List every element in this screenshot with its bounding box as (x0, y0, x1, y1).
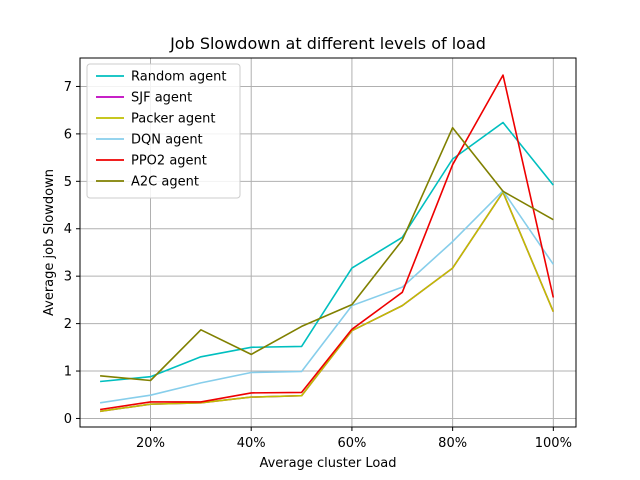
ticks: 20% 40% 60% 80% 100% 0 1 2 3 4 5 6 7 (64, 80, 572, 451)
x-tick-label: 20% (136, 436, 165, 451)
y-tick-label: 1 (64, 365, 72, 380)
series-line-a2c-agent (100, 126, 554, 382)
series-lines (99, 74, 555, 413)
legend-label-random-agent: Random agent (131, 70, 227, 85)
y-tick-label: 7 (64, 80, 72, 95)
legend-label-ppo2-agent: PPO2 agent (131, 154, 207, 169)
series-line-random-agent (100, 121, 554, 383)
legend-label-sjf-agent: SJF agent (131, 91, 192, 106)
y-axis-label: Average job Slowdown (42, 169, 57, 316)
legend: Random agent SJF agent Packer agent DQN age… (86, 63, 241, 199)
x-tick-label: 80% (438, 436, 467, 451)
x-tick-label: 100% (535, 436, 572, 451)
y-tick-label: 5 (64, 175, 72, 190)
plot-frame (79, 57, 577, 428)
y-tick-label: 4 (64, 222, 72, 237)
x-axis-label: Average cluster Load (259, 456, 396, 471)
series-line-dqn-agent (99, 190, 554, 404)
y-tick-label: 3 (64, 270, 72, 285)
y-tick-label: 6 (64, 127, 72, 142)
series-line-ppo2-agent (99, 74, 555, 411)
legend-label-dqn-agent: DQN agent (131, 133, 203, 148)
x-tick-label: 40% (237, 436, 266, 451)
legend-box (86, 63, 241, 199)
legend-label-a2c-agent: A2C agent (131, 175, 199, 190)
y-tick-label: 2 (64, 317, 72, 332)
x-tick-label: 60% (337, 436, 366, 451)
series-line-packer-agent (99, 191, 555, 413)
legend-label-packer-agent: Packer agent (131, 112, 215, 127)
chart-title: Job Slowdown at different levels of load (169, 34, 486, 53)
y-tick-label: 0 (64, 412, 72, 427)
grid (80, 58, 576, 427)
